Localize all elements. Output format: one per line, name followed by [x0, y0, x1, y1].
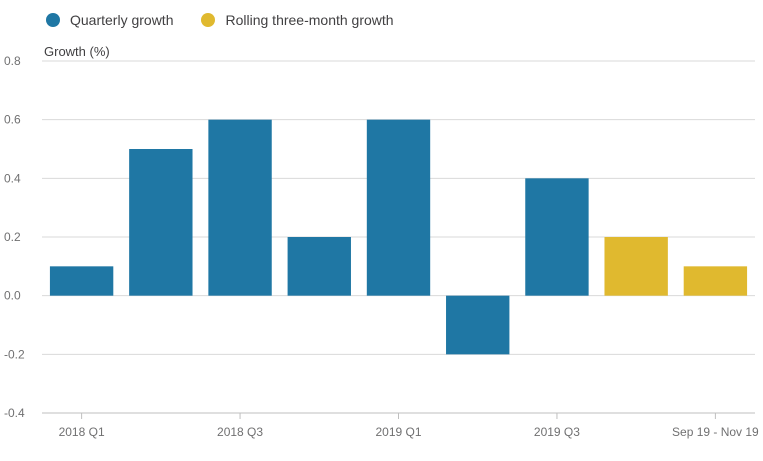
bar-quarterly	[446, 295, 510, 355]
y-tick-label: 0.8	[4, 54, 21, 68]
legend-label-rolling: Rolling three-month growth	[225, 12, 394, 28]
y-tick-label: 0.6	[4, 113, 21, 127]
bar-quarterly	[525, 178, 589, 296]
legend-swatch-quarterly	[46, 13, 60, 27]
y-tick-label: 0.0	[4, 289, 21, 303]
y-axis-label: Growth (%)	[44, 44, 110, 59]
bar-rolling	[604, 237, 668, 296]
bar-quarterly	[366, 119, 431, 296]
x-tick-label: 2018 Q1	[59, 425, 105, 439]
y-tick-label: -0.2	[4, 347, 25, 361]
legend-item-quarterly[interactable]: Quarterly growth	[46, 12, 173, 28]
x-tick-label: 2019 Q3	[534, 425, 580, 439]
x-tick-label: Sep 19 - Nov 19	[672, 425, 759, 439]
legend-item-rolling[interactable]: Rolling three-month growth	[201, 12, 394, 28]
bar-quarterly	[129, 149, 193, 296]
bar-quarterly	[208, 119, 272, 296]
y-tick-label: 0.2	[4, 230, 21, 244]
legend-swatch-rolling	[201, 13, 216, 27]
bar-quarterly	[49, 266, 114, 296]
legend-label-quarterly: Quarterly growth	[70, 12, 174, 28]
x-tick-label: 2019 Q1	[375, 425, 421, 439]
legend: Quarterly growth Rolling three-month gro…	[46, 12, 422, 28]
y-tick-label: -0.4	[4, 406, 25, 420]
bar-rolling	[683, 266, 748, 296]
y-tick-label: 0.4	[4, 171, 21, 185]
x-tick-label: 2018 Q3	[217, 425, 263, 439]
bar-quarterly	[287, 237, 351, 296]
